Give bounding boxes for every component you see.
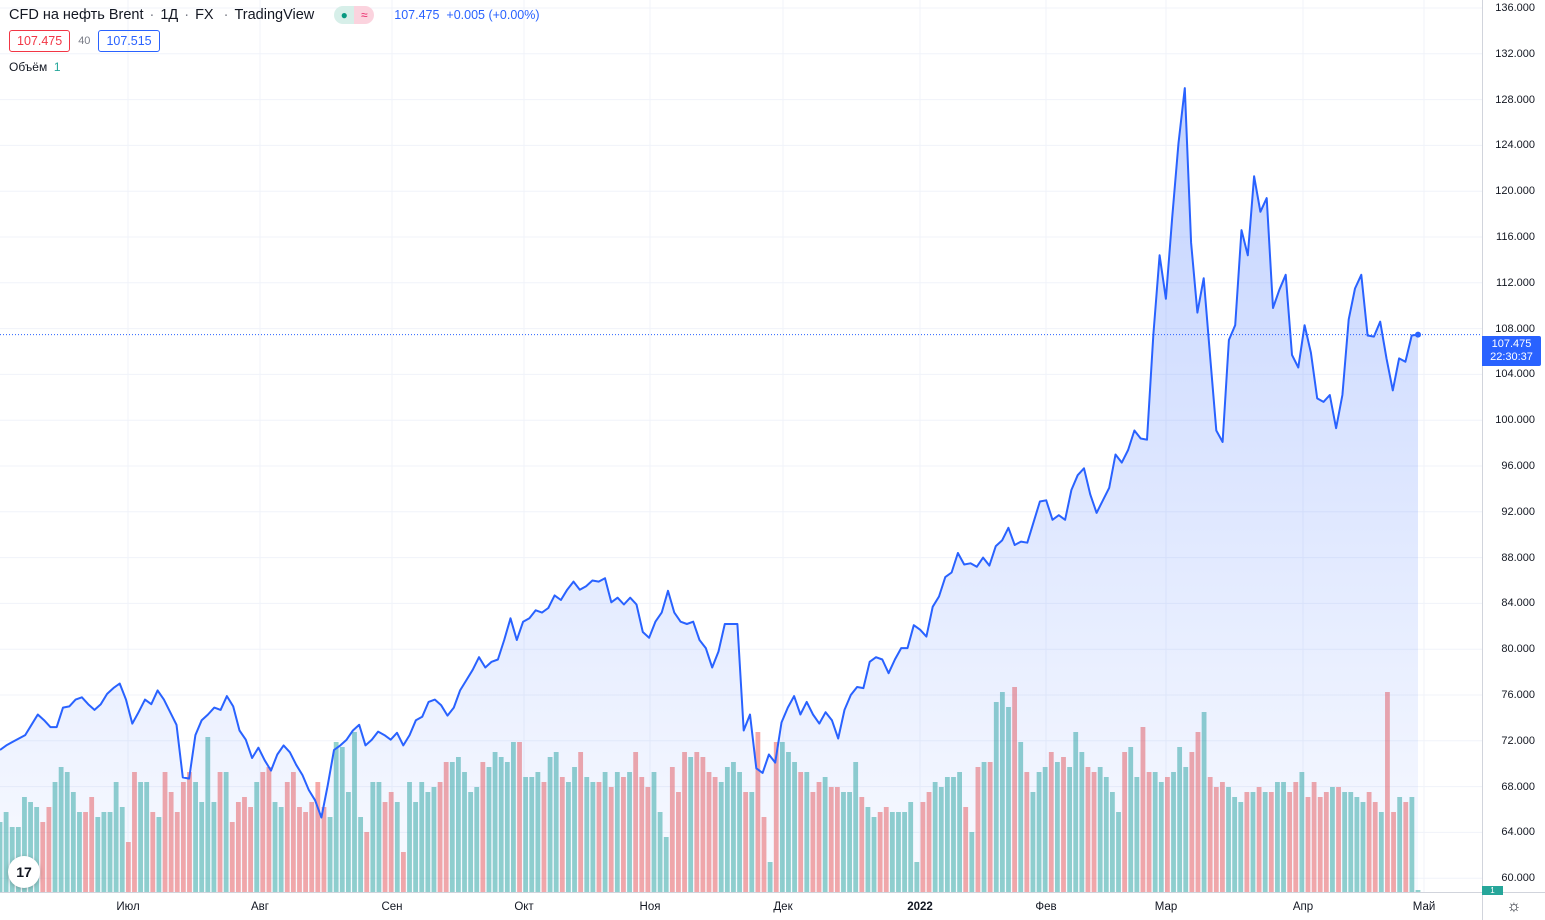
time-tick: 2022 bbox=[907, 901, 933, 913]
price-tick: 108.000 bbox=[1495, 322, 1535, 335]
price-tick: 112.000 bbox=[1496, 276, 1535, 289]
time-tick: Сен bbox=[381, 901, 403, 913]
chart-legend: CFD на нефть Brent · 1Д · FX · TradingVi… bbox=[9, 6, 540, 74]
spread: 40 bbox=[78, 35, 91, 47]
last-quote: 107.475 +0.005 (+0.00%) bbox=[394, 8, 540, 22]
sun-icon: ☼ bbox=[1506, 897, 1522, 915]
time-tick: Июл bbox=[116, 901, 140, 913]
time-tick: Ноя bbox=[639, 901, 661, 913]
chart-settings-button[interactable]: ☼ bbox=[1482, 892, 1545, 920]
buy-price-button[interactable]: 107.515 bbox=[98, 30, 160, 52]
price-tick: 132.000 bbox=[1495, 47, 1535, 60]
sell-price-button[interactable]: 107.475 bbox=[9, 30, 71, 52]
volume-badge: 1 bbox=[1482, 886, 1503, 895]
price-axis[interactable]: 136.000 132.000 128.000 124.000 120.000 116.0… bbox=[1482, 0, 1545, 892]
price-chart[interactable] bbox=[0, 0, 1482, 892]
price-tick: 60.000 bbox=[1501, 872, 1535, 885]
price-tick: 136.000 bbox=[1495, 2, 1535, 14]
time-tick: Мар bbox=[1154, 901, 1178, 913]
volume-value: 1 bbox=[53, 60, 61, 74]
price-tick: 120.000 bbox=[1495, 185, 1535, 198]
price-line bbox=[0, 87, 1419, 819]
price-tick: 104.000 bbox=[1495, 368, 1535, 381]
time-tick: Окт bbox=[514, 901, 534, 913]
exchange: FX bbox=[195, 7, 214, 23]
price-tick: 72.000 bbox=[1501, 734, 1535, 747]
price-tick: 124.000 bbox=[1495, 139, 1535, 152]
price-tick: 100.000 bbox=[1495, 414, 1535, 427]
delayed-wave-icon: ≈ bbox=[354, 6, 375, 24]
last-price-dot bbox=[1415, 331, 1421, 338]
bar-countdown: 22:30:37 bbox=[1490, 351, 1533, 363]
time-axis[interactable]: Июл Авг Сен Окт Ноя Дек 2022 Фев Мар Апр Май bbox=[0, 892, 1482, 920]
price-tick: 116.000 bbox=[1496, 231, 1535, 243]
time-tick: Авг bbox=[251, 901, 269, 913]
price-tick: 64.000 bbox=[1501, 826, 1535, 839]
tradingview-logo[interactable]: 17 bbox=[8, 856, 40, 888]
symbol-title[interactable]: CFD на нефть Brent bbox=[9, 7, 144, 23]
time-tick: Фев bbox=[1035, 901, 1057, 913]
volume-legend[interactable]: Объём 1 bbox=[9, 60, 540, 74]
price-tick: 92.000 bbox=[1501, 505, 1535, 518]
tv-logo-icon: 17 bbox=[16, 864, 32, 880]
last-price-badge: 107.475 22:30:37 bbox=[1482, 336, 1541, 366]
market-open-dot-icon: ● bbox=[334, 6, 355, 24]
price-tick: 128.000 bbox=[1495, 93, 1535, 106]
time-tick: Май bbox=[1412, 901, 1436, 913]
price-tick: 88.000 bbox=[1501, 551, 1535, 564]
area-fill bbox=[0, 88, 1418, 892]
source: TradingView bbox=[234, 7, 315, 23]
price-tick: 84.000 bbox=[1501, 597, 1535, 610]
price-tick: 76.000 bbox=[1501, 689, 1535, 701]
price-tick: 80.000 bbox=[1501, 643, 1535, 656]
time-tick: Апр bbox=[1292, 901, 1314, 913]
last-price-value: 107.475 bbox=[1491, 338, 1532, 350]
market-status-toggle[interactable]: ● ≈ bbox=[334, 6, 375, 24]
price-tick: 68.000 bbox=[1501, 780, 1535, 793]
price-tick: 96.000 bbox=[1501, 460, 1535, 472]
time-tick: Дек bbox=[773, 901, 793, 913]
volume-label: Объём bbox=[9, 60, 48, 74]
interval[interactable]: 1Д bbox=[160, 7, 179, 23]
